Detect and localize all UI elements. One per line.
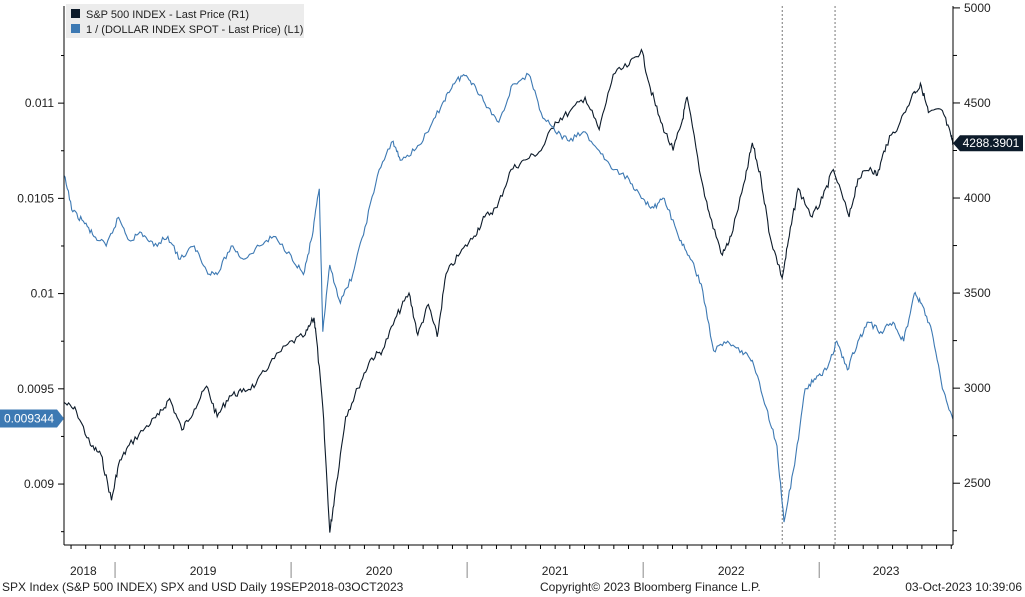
- left-tick-label-0: 0.009: [24, 477, 54, 491]
- footer-timestamp: 03-Oct-2023 10:39:06: [905, 580, 1022, 594]
- x-axis-ticks: 2018 2019 2020 2021 2022 2023: [70, 545, 952, 578]
- right-tick-label-1: 3000: [964, 381, 991, 395]
- legend-label-spx: S&P 500 INDEX - Last Price (R1): [86, 9, 249, 21]
- legend: S&P 500 INDEX - Last Price (R1) 1 / (DOL…: [66, 4, 304, 38]
- spx-last-value-label: 4288.3901: [963, 136, 1020, 150]
- left-tick-label-4: 0.011: [25, 96, 54, 110]
- right-tick-label-4: 4500: [964, 96, 991, 110]
- spx-last-value-marker: [953, 135, 1023, 152]
- x-tick-label-2019: 2019: [190, 564, 217, 578]
- right-tick-label-0: 2500: [964, 476, 991, 490]
- footer-description: SPX Index (S&P 500 INDEX) SPX and USD Da…: [2, 580, 404, 594]
- axes: [63, 6, 954, 546]
- right-tick-label-3: 4000: [964, 191, 991, 205]
- usd-last-value-marker: [0, 409, 64, 428]
- legend-background: [66, 4, 304, 38]
- series-line-usd: [63, 72, 954, 523]
- left-tick-label-2: 0.01: [31, 287, 55, 301]
- footer-copyright: Copyright© 2023 Bloomberg Finance L.P.: [540, 580, 761, 594]
- left-axis-ticks: 0.009 0.0095 0.01 0.0105 0.011: [17, 55, 64, 533]
- series-lines: [63, 48, 954, 533]
- x-tick-label-2023: 2023: [873, 564, 900, 578]
- legend-label-usd: 1 / (DOLLAR INDEX SPOT - Last Price) (L1…: [86, 24, 303, 36]
- gridlines: [781, 6, 836, 545]
- x-tick-label-2021: 2021: [542, 564, 569, 578]
- x-tick-label-2022: 2022: [718, 564, 745, 578]
- right-tick-label-2: 3500: [964, 286, 991, 300]
- usd-last-value-label: 0.009344: [4, 412, 54, 426]
- series-line-spx: [63, 48, 954, 533]
- right-tick-label-5: 5000: [964, 1, 991, 15]
- x-tick-label-2018: 2018: [70, 564, 97, 578]
- right-axis-ticks: 2500 3000 3500 4000 4500 5000: [953, 1, 991, 532]
- x-tick-label-2020: 2020: [366, 564, 393, 578]
- legend-swatch-usd: [71, 24, 80, 33]
- left-tick-label-1: 0.0095: [17, 382, 54, 396]
- left-tick-label-3: 0.0105: [17, 191, 54, 205]
- legend-swatch-spx: [71, 9, 80, 18]
- last-value-markers: 4288.3901 0.009344: [0, 135, 1023, 428]
